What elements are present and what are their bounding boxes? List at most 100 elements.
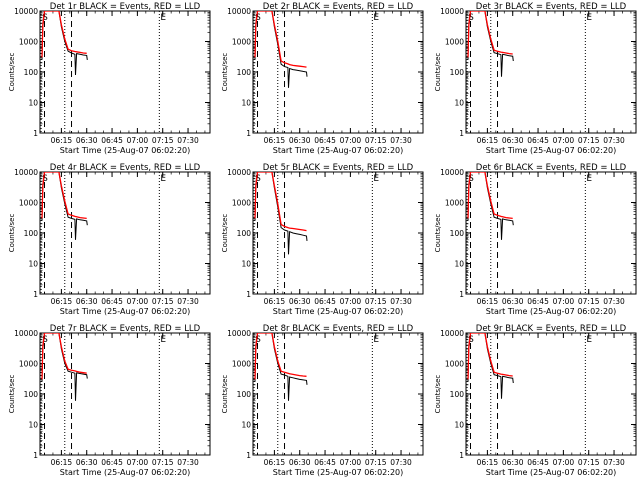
plot-frame	[252, 332, 424, 456]
series-line-events	[41, 11, 88, 76]
panel-title: Det 4r BLACK = Events, RED = LLD	[50, 163, 201, 173]
series-line-lld	[41, 172, 87, 220]
panel-title: Det 5r BLACK = Events, RED = LLD	[263, 163, 414, 173]
start-marker-label: S	[468, 174, 474, 184]
y-tick-label: 100	[237, 229, 252, 238]
x-tick-label: 07:15	[365, 458, 387, 467]
y-tick-label: 1	[246, 451, 251, 460]
y-tick-label: 100	[450, 68, 465, 77]
y-tick-label: 100	[237, 390, 252, 399]
plot-frame	[465, 10, 637, 134]
y-tick-label: 100	[450, 229, 465, 238]
end-marker-label: E	[160, 13, 166, 23]
y-tick-label: 10	[241, 421, 251, 430]
x-tick-label: 06:30	[289, 297, 311, 306]
x-tick-label: 06:15	[51, 136, 73, 145]
x-tick-label: 06:15	[264, 297, 286, 306]
series-line-lld	[254, 172, 307, 232]
y-tick-label: 1000	[19, 38, 38, 47]
x-tick-label: 07:15	[152, 297, 174, 306]
series-line-events	[467, 333, 514, 399]
y-tick-label: 100	[237, 68, 252, 77]
x-tick-label: 06:15	[477, 297, 499, 306]
y-tick-label: 1000	[232, 38, 251, 47]
series-line-lld	[467, 172, 513, 220]
x-tick-label: 06:30	[502, 458, 524, 467]
x-tick-label: 07:15	[152, 458, 174, 467]
x-tick-label: 07:30	[603, 297, 625, 306]
y-tick-label: 10000	[227, 329, 251, 338]
y-tick-label: 100	[24, 68, 39, 77]
x-tick-label: 06:45	[527, 136, 549, 145]
x-tick-label: 06:45	[101, 136, 123, 145]
x-tick-label: 06:15	[51, 458, 73, 467]
x-tick-label: 07:30	[390, 297, 412, 306]
y-tick-label: 1000	[232, 360, 251, 369]
y-axis-label: Counts/sec	[8, 375, 16, 414]
x-tick-label: 06:45	[101, 297, 123, 306]
y-tick-label: 1	[246, 290, 251, 299]
x-axis-label: Start Time (25-Aug-07 06:02:20)	[486, 307, 617, 316]
series-line-lld	[467, 11, 513, 58]
y-axis-label: Counts/sec	[434, 375, 442, 414]
start-marker-label: S	[42, 174, 48, 184]
y-tick-label: 1	[246, 129, 251, 138]
start-marker-label: S	[255, 174, 261, 184]
y-tick-label: 10000	[227, 7, 251, 16]
y-tick-label: 10000	[227, 168, 251, 177]
y-tick-label: 1000	[445, 199, 464, 208]
panel-title: Det 9r BLACK = Events, RED = LLD	[476, 324, 627, 334]
y-tick-label: 1	[33, 451, 38, 460]
detector-panel-6: Det 6r BLACK = Events, RED = LLD 1 10 100 10…	[434, 163, 637, 316]
plot-frame	[252, 10, 424, 134]
end-marker-label: E	[373, 335, 379, 345]
x-tick-label: 06:15	[51, 297, 73, 306]
x-axis-label: Start Time (25-Aug-07 06:02:20)	[273, 146, 404, 155]
y-axis-label: Counts/sec	[221, 375, 229, 414]
y-tick-label: 100	[24, 390, 39, 399]
start-marker-label: S	[255, 13, 261, 23]
panel-title: Det 6r BLACK = Events, RED = LLD	[476, 163, 627, 173]
y-tick-label: 1000	[445, 38, 464, 47]
y-axis-label: Counts/sec	[434, 214, 442, 253]
y-tick-label: 1	[33, 290, 38, 299]
panel-title: Det 2r BLACK = Events, RED = LLD	[263, 2, 414, 12]
detector-panel-2: Det 2r BLACK = Events, RED = LLD 1 10 100 10…	[221, 2, 424, 155]
x-axis-label: Start Time (25-Aug-07 06:02:20)	[60, 468, 191, 477]
plot-frame	[39, 171, 211, 295]
series-line-events	[254, 333, 308, 401]
x-tick-label: 06:45	[314, 136, 336, 145]
series-line-lld	[41, 333, 87, 380]
y-axis-label: Counts/sec	[434, 53, 442, 92]
x-tick-label: 07:30	[177, 458, 199, 467]
y-tick-label: 10	[28, 99, 38, 108]
start-marker-label: S	[468, 335, 474, 345]
y-tick-label: 10	[241, 99, 251, 108]
series-line-events	[41, 333, 88, 401]
x-tick-label: 07:30	[390, 458, 412, 467]
y-tick-label: 10	[454, 260, 464, 269]
detector-panel-7: Det 7r BLACK = Events, RED = LLD 1 10 100 10…	[8, 324, 211, 477]
end-marker-label: E	[586, 174, 592, 184]
detector-panel-9: Det 9r BLACK = Events, RED = LLD 1 10 100 10…	[434, 324, 637, 477]
x-tick-label: 06:45	[527, 458, 549, 467]
start-marker-label: S	[42, 335, 48, 345]
x-tick-label: 07:15	[578, 297, 600, 306]
x-tick-label: 06:30	[289, 458, 311, 467]
x-tick-label: 07:00	[340, 297, 362, 306]
panel-title: Det 3r BLACK = Events, RED = LLD	[476, 2, 627, 12]
x-tick-label: 06:15	[477, 458, 499, 467]
x-axis-label: Start Time (25-Aug-07 06:02:20)	[60, 307, 191, 316]
x-tick-label: 06:45	[527, 297, 549, 306]
y-tick-label: 10000	[440, 329, 464, 338]
x-tick-label: 07:00	[340, 136, 362, 145]
x-tick-label: 07:00	[340, 458, 362, 467]
end-marker-label: E	[160, 174, 166, 184]
y-tick-label: 10000	[14, 168, 38, 177]
series-line-events	[41, 172, 88, 240]
x-tick-label: 07:15	[365, 297, 387, 306]
x-tick-label: 06:15	[264, 458, 286, 467]
y-tick-label: 10	[454, 421, 464, 430]
y-tick-label: 10000	[14, 7, 38, 16]
